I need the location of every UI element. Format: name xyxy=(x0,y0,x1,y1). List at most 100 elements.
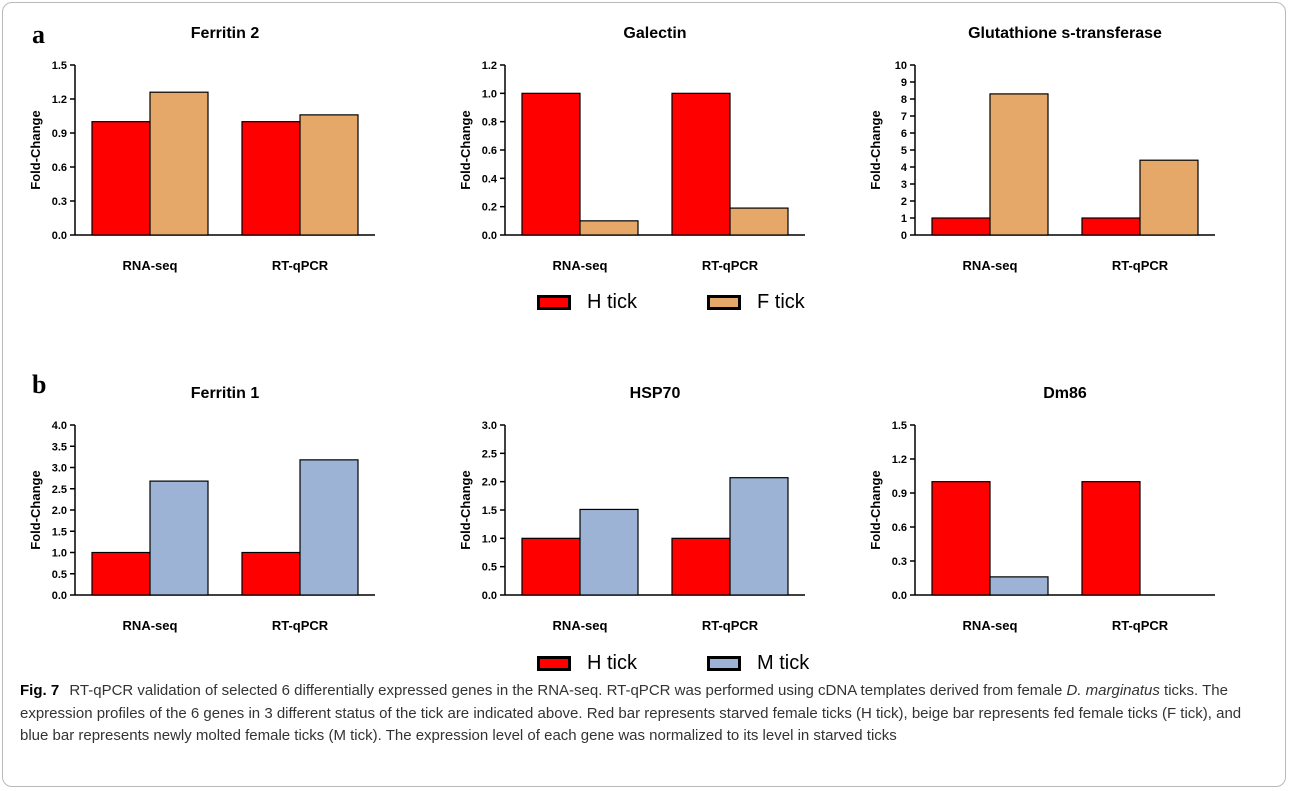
y-tick-label: 5 xyxy=(901,145,907,157)
y-tick-label: 0.8 xyxy=(482,117,497,129)
chart-title: Ferritin 2 xyxy=(191,25,260,42)
bar-h-tick-rt-qpcr xyxy=(241,551,301,596)
y-tick-label: 1.0 xyxy=(482,533,497,545)
y-tick-label: 4.0 xyxy=(52,420,67,432)
chart-title: Dm86 xyxy=(1043,385,1087,402)
y-tick-label: 3.0 xyxy=(52,463,67,475)
y-tick-label: 3.5 xyxy=(52,441,67,453)
y-axis-label: Fold-Change xyxy=(458,470,473,549)
caption-text-2: ticks. The expression profiles of the 6 … xyxy=(20,682,1242,744)
y-tick-label: 1.2 xyxy=(892,454,907,466)
chart-title: Galectin xyxy=(623,25,686,42)
chart-dm86: Dm86 Fold-Change 0.0 0.3 0.6 0.9 1.2 1.5 RNA-seq… xyxy=(868,385,1215,633)
y-tick-label: 0.0 xyxy=(52,590,67,602)
y-tick-label: 1 xyxy=(901,213,907,225)
y-tick-label: 0.2 xyxy=(482,202,497,214)
bar-f-tick-rna-seq xyxy=(579,220,639,236)
y-tick-label: 0.3 xyxy=(892,556,907,568)
y-tick-label: 1.5 xyxy=(52,526,67,538)
y-tick-label: 3 xyxy=(901,179,907,191)
y-tick-label: 0.3 xyxy=(52,196,67,208)
chart-title: Glutathione s-transferase xyxy=(968,25,1162,42)
bar-m-tick-rt-qpcr xyxy=(729,477,789,596)
y-axis-label: Fold-Change xyxy=(868,470,883,549)
y-axis-label: Fold-Change xyxy=(868,110,883,189)
y-tick-label: 1.0 xyxy=(482,88,497,100)
y-tick-label: 7 xyxy=(901,111,907,123)
caption-species: D. marginatus xyxy=(1066,682,1160,699)
legend-item-m-tick: M tick xyxy=(707,652,809,675)
y-tick-label: 8 xyxy=(901,94,907,106)
legend-swatch-m-tick xyxy=(707,656,741,671)
x-category-label: RNA-seq xyxy=(963,618,1018,633)
y-axis-label: Fold-Change xyxy=(28,110,43,189)
y-tick-label: 6 xyxy=(901,128,907,140)
y-tick-label: 0.0 xyxy=(892,590,907,602)
bar-f-tick-rt-qpcr xyxy=(1139,159,1199,236)
y-tick-label: 0.6 xyxy=(52,162,67,174)
y-tick-label: 0.6 xyxy=(892,522,907,534)
y-tick-label: 0.5 xyxy=(52,569,67,581)
legend-item-h-tick: H tick xyxy=(537,291,637,314)
x-category-label: RT-qPCR xyxy=(1112,618,1169,633)
y-tick-label: 4 xyxy=(901,162,908,174)
bar-f-tick-rt-qpcr xyxy=(299,114,359,236)
legend-swatch-h-tick xyxy=(537,295,571,310)
y-tick-label: 2.5 xyxy=(482,448,497,460)
x-category-label: RT-qPCR xyxy=(1112,258,1169,273)
figure-caption: Fig. 7 RT-qPCR validation of selected 6 … xyxy=(20,680,1270,748)
y-tick-label: 2.5 xyxy=(52,484,67,496)
y-tick-label: 0.0 xyxy=(52,230,67,242)
bar-m-tick-rna-seq xyxy=(989,576,1049,596)
y-tick-label: 0 xyxy=(901,230,907,242)
y-tick-label: 3.0 xyxy=(482,420,497,432)
legend-label-h-tick: H tick xyxy=(587,652,637,674)
legend-label-h-tick: H tick xyxy=(587,291,637,313)
bar-h-tick-rna-seq xyxy=(521,537,581,596)
bar-h-tick-rt-qpcr xyxy=(241,121,301,236)
x-category-label: RT-qPCR xyxy=(272,618,329,633)
y-tick-label: 2 xyxy=(901,196,907,208)
bar-h-tick-rna-seq xyxy=(91,551,151,596)
y-tick-label: 1.2 xyxy=(52,94,67,106)
y-axis-label: Fold-Change xyxy=(458,110,473,189)
x-category-label: RNA-seq xyxy=(123,618,178,633)
x-category-label: RT-qPCR xyxy=(272,258,329,273)
caption-text-1: RT-qPCR validation of selected 6 differe… xyxy=(69,682,1067,699)
legend-swatch-f-tick xyxy=(707,295,741,310)
x-category-label: RNA-seq xyxy=(963,258,1018,273)
y-tick-label: 0.9 xyxy=(52,128,67,140)
y-tick-label: 1.0 xyxy=(52,548,67,560)
legend-swatch-h-tick xyxy=(537,656,571,671)
y-tick-label: 0.0 xyxy=(482,230,497,242)
bar-f-tick-rt-qpcr xyxy=(729,207,789,236)
y-tick-label: 10 xyxy=(895,60,907,72)
bar-f-tick-rna-seq xyxy=(989,93,1049,236)
y-tick-label: 2.0 xyxy=(52,505,67,517)
legend-panel-b: H tick M tick xyxy=(537,652,879,675)
legend-label-m-tick: M tick xyxy=(757,652,810,674)
y-tick-label: 0.0 xyxy=(482,590,497,602)
bar-h-tick-rt-qpcr xyxy=(671,92,731,236)
y-tick-label: 0.6 xyxy=(482,145,497,157)
chart-ferritin-2: Ferritin 2 Fold-Change 0.0 0.3 0.6 0.9 1.2 1.5 R… xyxy=(28,25,375,273)
y-tick-label: 0.9 xyxy=(892,488,907,500)
bar-m-tick-rna-seq xyxy=(149,480,209,596)
legend-item-f-tick: F tick xyxy=(707,291,805,314)
y-tick-label: 0.4 xyxy=(482,173,498,185)
y-tick-label: 1.5 xyxy=(482,505,497,517)
x-category-label: RNA-seq xyxy=(123,258,178,273)
chart-hsp70: HSP70 Fold-Change 0.0 0.5 1.0 1.5 2.0 2.5 3.0 RNA… xyxy=(458,385,805,633)
figure-number: Fig. 7 xyxy=(20,682,60,699)
y-tick-label: 1.2 xyxy=(482,60,497,72)
panel-label-b: b xyxy=(32,370,47,399)
legend-label-f-tick: F tick xyxy=(757,291,805,313)
y-tick-label: 1.5 xyxy=(52,60,67,72)
chart-ferritin-1: Ferritin 1 Fold-Change 0.0 0.5 1.0 1.5 2.0 2.5 3… xyxy=(28,385,375,633)
panel-label-a: a xyxy=(32,20,45,49)
chart-galectin: Galectin Fold-Change 0.0 0.2 0.4 0.6 0.8 1.0 1.2… xyxy=(458,25,805,273)
bar-h-tick-rt-qpcr xyxy=(671,537,731,596)
y-axis-label: Fold-Change xyxy=(28,470,43,549)
x-category-label: RT-qPCR xyxy=(702,618,759,633)
